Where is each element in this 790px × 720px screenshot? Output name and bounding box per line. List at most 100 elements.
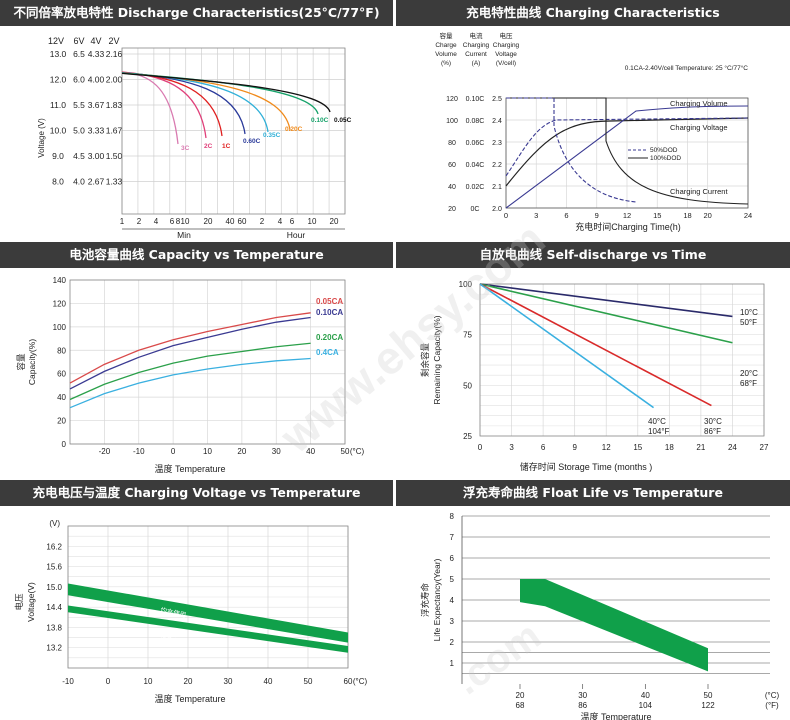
series-label: 0.35C	[263, 132, 281, 139]
y-axis-label-cn: 电压	[14, 593, 24, 611]
x-unit: (°C)	[350, 447, 365, 456]
x-tick-min: 60	[238, 217, 247, 226]
series-label: 3C	[181, 145, 190, 152]
x-tick: 20	[703, 211, 711, 220]
y-tick: 0	[62, 440, 67, 449]
y-axis-label-cn: 容量	[16, 353, 26, 371]
capacity-chart: 0 20 40 60 80 100 120 140 -20 -10 0 10 20 30 40 50 (°C) 温…	[16, 276, 365, 474]
x-tick-hour: 20	[330, 217, 339, 226]
series-label: 0.05CA	[316, 297, 343, 306]
series-label: 86°F	[704, 427, 721, 436]
column-label: Voltage	[495, 51, 517, 58]
discharge-header: 不同倍率放电特性 Discharge Characteristics(25°C/…	[0, 0, 393, 26]
y-tick: 40	[57, 393, 66, 402]
voltage-column-header: 2V	[108, 36, 119, 46]
y-tick: 140	[53, 276, 67, 285]
x-tick: 24	[728, 443, 737, 452]
band-label: 浮充使用	[160, 633, 187, 647]
column-label: Current	[465, 51, 487, 58]
x-tick: 12	[602, 443, 611, 452]
column-label: (A)	[472, 60, 481, 67]
x-tick-min: 20	[204, 217, 213, 226]
voltage-tick: 2.1	[492, 184, 502, 191]
charging-chart: 容量 Charge Volume (%) 电流 Charging Current (A) 电压 C…	[435, 31, 752, 232]
y-tick: 50	[463, 381, 472, 390]
x-tick: 24	[744, 211, 752, 220]
capacity-series-0.4CA	[69, 357, 311, 409]
column-label: Volume	[435, 51, 457, 58]
plot-frame	[67, 525, 349, 669]
voltage-band-0	[68, 583, 348, 643]
x-tick-min: 1	[120, 217, 125, 226]
voltage-tick: 2.2	[492, 162, 502, 169]
current-tick: 0.08C	[466, 118, 485, 125]
voltage-column-header: 4V	[90, 36, 101, 46]
x-tick-min: 4	[154, 217, 159, 226]
x-tick: 10	[203, 447, 212, 456]
selfdischarge-line-3	[479, 283, 655, 409]
y-tick: 100	[459, 280, 473, 289]
current-tick: 0.06C	[466, 140, 485, 147]
volume-tick: 20	[448, 206, 456, 213]
y-axis-label: Life Expectancy(Year)	[432, 558, 442, 641]
volume-tick: 40	[448, 184, 456, 191]
chargevoltage-panel: 充电电压与温度 Charging Voltage vs Temperature …	[0, 480, 393, 720]
x-tick-min: 8	[176, 217, 181, 226]
chargevoltage-chart: (V) 13.2 13.8 14.4 15.0 15.6 16.2 -10 0 10 20 30 40 5…	[14, 519, 367, 704]
y-tick-label: 1.50	[106, 151, 123, 161]
discharge-curve-0.35C	[121, 72, 269, 133]
series-label: 1C	[222, 143, 231, 150]
x-tick-f: 104	[639, 701, 653, 710]
y-tick-label: 1.67	[106, 126, 123, 136]
column-label: (V/cell)	[496, 60, 516, 67]
floatlife-panel: 浮充寿命曲线 Float Life vs Temperature 1 2 3 4 5 6 7…	[396, 480, 790, 720]
x-tick: 0	[171, 447, 176, 456]
y-tick: 60	[57, 370, 66, 379]
column-label: Charging	[493, 42, 520, 49]
plot-frame	[479, 283, 765, 437]
voltage-tick: 2.4	[492, 118, 502, 125]
y-tick: 120	[53, 299, 67, 308]
discharge-curve-0.60C	[121, 71, 246, 135]
x-tick: 15	[653, 211, 661, 220]
y-tick-label: 10.0	[50, 126, 67, 136]
y-tick-label: 2.67	[88, 177, 105, 187]
x-tick: -10	[62, 677, 74, 686]
x-tick-f: 68	[516, 701, 525, 710]
x-unit-c: (°C)	[765, 691, 780, 700]
current-tick: 0.10C	[466, 96, 485, 103]
x-tick: 50	[341, 447, 350, 456]
y-tick: 100	[53, 323, 67, 332]
selfdischarge-header: 自放电曲线 Self-discharge vs Time	[396, 242, 790, 268]
series-label: 10°C	[740, 308, 758, 317]
legend-100dod: 100%DOD	[650, 155, 681, 162]
voltage-tick: 2.3	[492, 140, 502, 147]
y-axis-label: Voltage (V)	[37, 118, 46, 158]
volume-tick: 100	[446, 118, 458, 125]
x-tick: 18	[683, 211, 691, 220]
charging-volume-50dod	[505, 117, 749, 177]
plot-frame	[121, 47, 346, 215]
x-tick: 60	[344, 677, 353, 686]
y-tick: 5	[450, 575, 455, 584]
x-tick: 3	[534, 211, 538, 220]
x-tick: 20	[237, 447, 246, 456]
y-tick-label: 1.83	[106, 100, 123, 110]
selfdischarge-line-0	[479, 283, 733, 318]
plot-frame	[69, 279, 346, 445]
x-tick: 9	[572, 443, 577, 452]
y-tick: 13.2	[46, 644, 62, 653]
series-label: 40°C	[648, 417, 666, 426]
discharge-chart: 12V 6V 4V 2V 13.0 6.5 4.33 2.16 12.0 6.0 4.00 2.00 1…	[37, 36, 352, 238]
voltage-band-1	[68, 605, 348, 653]
y-unit: (V)	[49, 519, 60, 528]
discharge-curve-1C	[121, 71, 223, 137]
x-tick: 50	[304, 677, 313, 686]
y-tick-label: 11.0	[50, 100, 66, 110]
x-tick-min: 10	[181, 217, 190, 226]
column-label: Charge	[435, 42, 457, 49]
y-tick-label: 2.16	[106, 49, 123, 59]
y-tick-label: 12.0	[50, 75, 67, 85]
x-tick-hour: 6	[290, 217, 295, 226]
column-label: 电压	[500, 31, 514, 40]
